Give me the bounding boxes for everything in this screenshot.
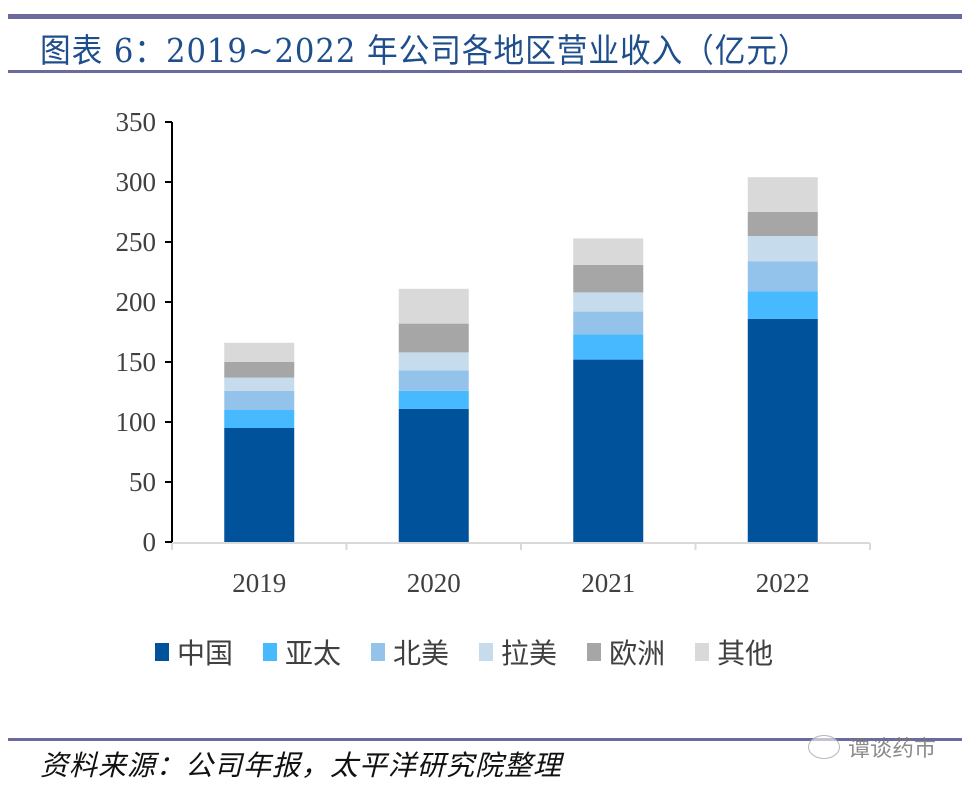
y-tick-label: 350 — [116, 107, 157, 137]
bar-segment-2019-其他 — [224, 342, 295, 362]
bar-segment-2020-其他 — [398, 288, 469, 324]
legend-swatch — [155, 643, 169, 661]
bar-segment-2019-亚太 — [224, 410, 295, 428]
bar-segment-2021-欧洲 — [573, 264, 644, 293]
bar-segment-2022-欧洲 — [747, 212, 818, 236]
bar-segment-2019-拉美 — [224, 377, 295, 391]
bar-segment-2020-北美 — [398, 370, 469, 391]
bar-segment-2020-拉美 — [398, 352, 469, 371]
legend-label: 亚太 — [285, 637, 342, 670]
legend-swatch — [695, 643, 710, 661]
legend-swatch — [587, 643, 602, 661]
legend-swatch — [479, 643, 494, 661]
source-note: 资料来源：公司年报，太平洋研究院整理 — [40, 749, 563, 782]
y-tick-label: 150 — [116, 347, 157, 377]
legend-label: 拉美 — [501, 637, 558, 670]
bar-segment-2022-其他 — [747, 177, 818, 212]
legend-item: 北美 — [371, 632, 449, 672]
bottom-rule — [8, 738, 962, 741]
bar-segment-2019-北美 — [224, 390, 295, 410]
watermark: 谭谈药市 — [808, 731, 936, 763]
bar-segment-2020-亚太 — [398, 390, 469, 409]
title-underline — [8, 70, 962, 73]
stacked-bar-chart: 0 50 100 150 200 250 300 350 2019 2020 2021 2022 — [116, 107, 871, 598]
bar-segment-2022-亚太 — [747, 291, 818, 319]
bar-segment-2021-其他 — [573, 238, 644, 265]
x-tick-label: 2022 — [756, 568, 810, 598]
legend-item: 欧洲 — [587, 632, 665, 672]
y-tick-label: 200 — [116, 287, 157, 317]
y-axis: 0 50 100 150 200 250 300 350 — [116, 107, 173, 557]
bar-segment-2019-欧洲 — [224, 362, 295, 378]
bar-segment-2022-拉美 — [747, 236, 818, 262]
bar-segment-2020-欧洲 — [398, 323, 469, 353]
bar-segment-2021-拉美 — [573, 292, 644, 312]
x-tick-label: 2019 — [232, 568, 286, 598]
x-axis: 2019 2020 2021 2022 — [171, 542, 871, 598]
legend-label: 北美 — [393, 637, 450, 670]
y-tick-label: 50 — [129, 467, 156, 497]
legend-label: 欧洲 — [609, 637, 666, 670]
wechat-icon — [808, 735, 840, 759]
x-tick-label: 2020 — [407, 568, 461, 598]
legend-label: 其他 — [717, 637, 774, 670]
y-tick-label: 100 — [116, 407, 157, 437]
legend-label: 中国 — [177, 637, 234, 670]
bar-segment-2022-中国 — [747, 318, 818, 542]
watermark-text: 谭谈药市 — [848, 737, 937, 762]
bar-segment-2021-中国 — [573, 359, 644, 542]
legend-item: 其他 — [695, 632, 773, 672]
bar-segment-2021-亚太 — [573, 334, 644, 360]
bar-segment-2019-中国 — [224, 428, 295, 542]
bar-segment-2021-北美 — [573, 311, 644, 335]
legend-swatch — [371, 643, 386, 661]
figure-title: 图表 6：2019~2022 年公司各地区营业收入（亿元） — [40, 31, 810, 70]
bar-segment-2022-北美 — [747, 261, 818, 292]
bars — [224, 177, 818, 542]
y-tick-label: 0 — [143, 527, 157, 557]
legend-item: 中国 — [155, 632, 233, 672]
legend-item: 拉美 — [479, 632, 557, 672]
legend-item: 亚太 — [263, 632, 341, 672]
top-rule — [8, 14, 962, 19]
legend-swatch — [263, 643, 278, 661]
x-tick-label: 2021 — [581, 568, 635, 598]
bar-segment-2020-中国 — [398, 408, 469, 542]
y-tick-label: 250 — [116, 227, 157, 257]
y-tick-label: 300 — [116, 167, 157, 197]
legend: 中国 亚太 北美 拉美 欧洲 其他 — [155, 632, 803, 672]
